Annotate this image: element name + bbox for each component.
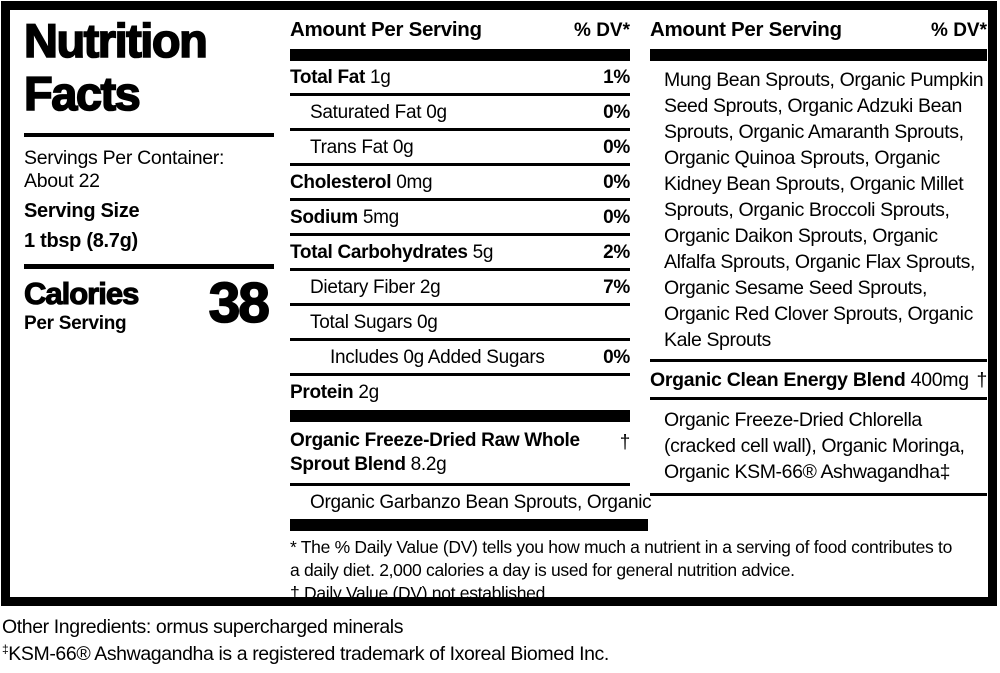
nutrient-row-added-sugars: Includes 0g Added Sugars 0% (290, 341, 630, 376)
nutrient-dv: 7% (603, 277, 630, 298)
nutrient-dv: 0% (603, 347, 630, 368)
calories-labels: Calories Per Serving (23, 276, 139, 335)
nutrient-name: Total Fat 1g (290, 67, 391, 88)
nutrient-name: Protein 2g (290, 382, 379, 403)
calories-label: Calories (23, 276, 139, 311)
amount-per-serving-header: Amount Per Serving (650, 18, 842, 41)
dv-footnote-line3: † Daily Value (DV) not established. (290, 583, 550, 603)
energy-blend-row: Organic Clean Energy Blend 400mg † (650, 359, 987, 400)
nutrition-facts-label: Nutrition Facts Servings Per Container: … (1, 1, 997, 606)
sprout-blend-name: Organic Freeze-Dried Raw Whole Sprout Bl… (290, 430, 580, 475)
nutrient-dv: 0% (603, 207, 630, 228)
dagger-symbol: † (976, 369, 987, 391)
label-title-line1: Nutrition (23, 13, 208, 68)
nutrient-name: Sodium 5mg (290, 207, 399, 228)
blends-header: Amount Per Serving % DV* (650, 18, 987, 42)
sprouts-ingredient-list: Mung Bean Sprouts, Organic Pumpkin Seed … (664, 69, 984, 351)
divider (24, 264, 274, 269)
serving-size-value: 1 tbsp (8.7g) (24, 230, 138, 252)
thick-rule (650, 49, 987, 61)
nutrient-name: Trans Fat 0g (310, 137, 414, 158)
nutrient-row-total-fat: Total Fat 1g 1% (290, 61, 630, 96)
nutrient-row-sodium: Sodium 5mg 0% (290, 201, 630, 236)
serving-size-label: Serving Size (24, 200, 140, 222)
nutrient-row-total-sugars: Total Sugars 0g (290, 306, 630, 341)
trademark-line: ‡KSM-66® Ashwagandha is a registered tra… (2, 642, 609, 666)
nutrient-row-saturated-fat: Saturated Fat 0g 0% (290, 96, 630, 131)
energy-blend-name: Organic Clean Energy Blend 400mg (650, 369, 969, 391)
nutrient-dv: 0% (603, 137, 630, 158)
other-ingredients-line: Other Ingredients: ormus supercharged mi… (2, 616, 404, 638)
thick-rule (290, 410, 630, 422)
calories-block: Calories Per Serving 38 (23, 271, 274, 335)
nutrient-row-dietary-fiber: Dietary Fiber 2g 7% (290, 271, 630, 306)
dv-footnote: * The % Daily Value (DV) tells you how m… (290, 536, 980, 605)
sprout-blend-row: Organic Freeze-Dried Raw Whole Sprout Bl… (290, 422, 630, 486)
nutrients-column: Amount Per Serving % DV* Total Fat 1g 1%… (290, 18, 952, 605)
dv-footnote-line1: * The % Daily Value (DV) tells you how m… (290, 537, 953, 557)
nutrient-name: Total Sugars 0g (310, 312, 438, 333)
dagger-symbol: † (619, 432, 631, 453)
nutrient-dv: 0% (603, 102, 630, 123)
trademark-text: KSM-66® Ashwagandha is a registered trad… (8, 643, 609, 665)
nutrient-name: Includes 0g Added Sugars (330, 347, 545, 368)
nutrient-dv: 1% (603, 67, 630, 88)
nutrient-row-trans-fat: Trans Fat 0g 0% (290, 131, 630, 166)
thick-rule (290, 49, 630, 61)
nutrient-name: Cholesterol 0mg (290, 172, 433, 193)
label-title: Nutrition Facts (23, 13, 274, 121)
dv-footnote-line2: a daily diet. 2,000 calories a day is us… (290, 560, 795, 580)
label-left-column: Nutrition Facts Servings Per Container: … (23, 13, 274, 335)
calories-sublabel: Per Serving (24, 313, 127, 334)
nutrient-row-total-carbohydrates: Total Carbohydrates 5g 2% (290, 236, 630, 271)
label-title-line2: Facts (23, 66, 141, 121)
divider (24, 133, 274, 137)
nutrient-row-cholesterol: Cholesterol 0mg 0% (290, 166, 630, 201)
nutrient-dv: 0% (603, 172, 630, 193)
nutrient-name: Saturated Fat 0g (310, 102, 447, 123)
dv-header: % DV* (931, 20, 987, 41)
thick-rule (290, 519, 648, 531)
nutrient-name: Dietary Fiber 2g (310, 277, 441, 298)
calories-value: 38 (208, 271, 271, 335)
double-dagger-symbol: ‡ (2, 642, 9, 656)
dv-header: % DV* (574, 20, 630, 41)
nutrient-name: Total Carbohydrates 5g (290, 242, 494, 263)
blends-column: Amount Per Serving % DV* Mung Bean Sprou… (650, 18, 987, 496)
servings-per-container: Servings Per Container: About 22 (24, 147, 225, 192)
nutrients-header: Amount Per Serving % DV* (290, 18, 630, 42)
nutrient-row-protein: Protein 2g (290, 376, 630, 408)
nutrient-dv: 2% (603, 242, 630, 263)
energy-blend-ingredients: Organic Freeze-Dried Chlorella (cracked … (650, 400, 987, 496)
sprout-blend-ingredients: Organic Garbanzo Bean Sprouts, Organic (310, 492, 652, 513)
amount-per-serving-header: Amount Per Serving (290, 18, 482, 41)
